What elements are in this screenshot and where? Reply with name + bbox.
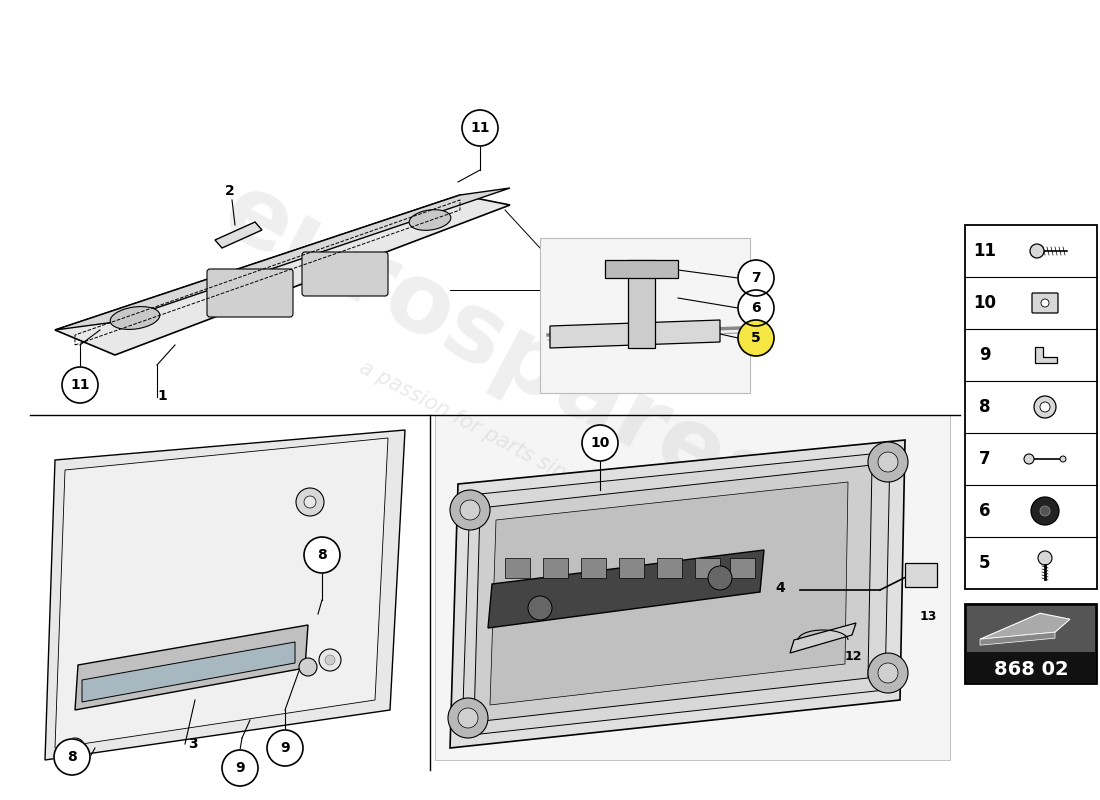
Circle shape [1034,396,1056,418]
Circle shape [304,496,316,508]
Text: 8: 8 [67,750,77,764]
FancyBboxPatch shape [302,252,388,296]
Circle shape [738,320,774,356]
Circle shape [62,367,98,403]
Polygon shape [55,188,510,330]
Text: 4: 4 [776,581,784,595]
Circle shape [1040,402,1050,412]
Polygon shape [628,260,654,348]
Circle shape [299,658,317,676]
Polygon shape [75,625,308,710]
Circle shape [582,425,618,461]
Circle shape [54,739,90,775]
Circle shape [1041,299,1049,307]
Bar [730,558,755,578]
Ellipse shape [409,210,451,230]
Circle shape [460,500,480,520]
Circle shape [462,110,498,146]
Circle shape [1030,244,1044,258]
Text: eurospares: eurospares [207,165,793,535]
Polygon shape [462,452,890,736]
Polygon shape [605,260,678,278]
Circle shape [738,290,774,326]
Text: 11: 11 [974,242,997,260]
Circle shape [65,738,85,758]
Polygon shape [450,440,905,748]
Polygon shape [980,614,1070,639]
Text: 10: 10 [591,436,609,450]
Text: 7: 7 [751,271,761,285]
Bar [619,558,644,578]
Polygon shape [82,642,295,702]
Circle shape [738,260,774,296]
Text: 11: 11 [471,121,490,135]
Polygon shape [490,482,848,705]
Text: 2: 2 [226,184,234,198]
Polygon shape [434,415,950,760]
Bar [505,558,530,578]
Text: 6: 6 [979,502,991,520]
Bar [965,225,1097,589]
Circle shape [878,452,898,472]
Bar [540,238,750,393]
Text: 5: 5 [751,331,761,345]
Bar [543,558,568,578]
Circle shape [267,730,303,766]
Circle shape [878,663,898,683]
Circle shape [458,708,478,728]
Text: 13: 13 [920,610,937,623]
Text: 8: 8 [979,398,991,416]
Circle shape [319,649,341,671]
Circle shape [868,442,908,482]
Polygon shape [55,195,510,355]
Circle shape [1031,497,1059,525]
Circle shape [304,537,340,573]
Bar [967,606,1094,653]
Text: 9: 9 [235,761,245,775]
Bar [965,604,1097,684]
Text: 11: 11 [70,378,90,392]
Polygon shape [980,632,1055,645]
Text: 7: 7 [979,450,991,468]
Bar [581,558,606,578]
Text: 868 02: 868 02 [993,660,1068,679]
Text: 5: 5 [979,554,991,572]
Circle shape [450,490,490,530]
Circle shape [296,488,324,516]
Circle shape [868,653,908,693]
Text: 1: 1 [157,389,167,403]
Circle shape [1040,506,1050,516]
Text: 3: 3 [188,737,198,751]
Circle shape [448,698,488,738]
Polygon shape [214,222,262,248]
Text: 12: 12 [845,650,862,663]
Polygon shape [488,550,764,628]
Circle shape [528,596,552,620]
Circle shape [708,566,732,590]
Bar [657,558,682,578]
Polygon shape [55,438,388,748]
Circle shape [324,655,336,665]
Bar [905,563,937,587]
Polygon shape [1035,347,1057,363]
Ellipse shape [110,306,160,330]
Text: 8: 8 [317,548,327,562]
Polygon shape [45,430,405,760]
Polygon shape [474,465,872,722]
Circle shape [1024,454,1034,464]
Text: 6: 6 [751,301,761,315]
Text: 9: 9 [979,346,991,364]
Bar [695,558,721,578]
FancyBboxPatch shape [1032,293,1058,313]
Text: a passion for parts since 1985: a passion for parts since 1985 [356,358,644,522]
FancyBboxPatch shape [207,269,293,317]
Text: 10: 10 [974,294,997,312]
Circle shape [222,750,258,786]
Circle shape [1060,456,1066,462]
Polygon shape [790,623,856,653]
Polygon shape [550,320,720,348]
Circle shape [1038,551,1052,565]
Text: 9: 9 [280,741,289,755]
